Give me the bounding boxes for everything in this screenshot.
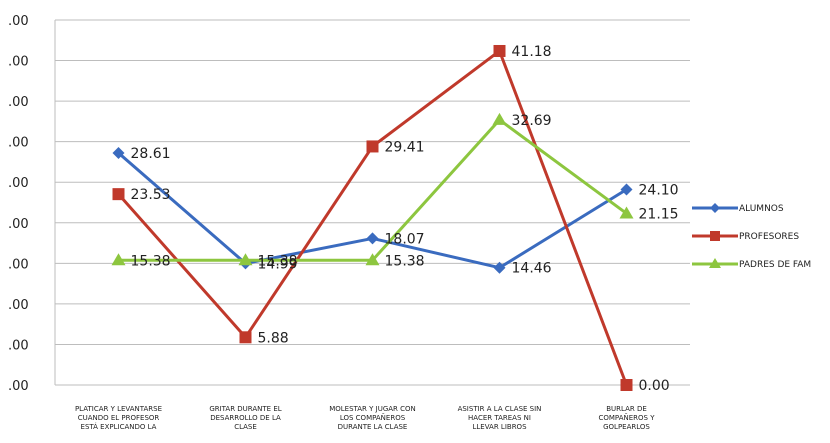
data-point bbox=[619, 206, 634, 219]
y-tick-label: .00 bbox=[8, 176, 29, 191]
x-category-line: MOLESTAR Y JUGAR CON bbox=[329, 405, 416, 413]
data-label: 5.88 bbox=[258, 330, 289, 346]
legend: ALUMNOS PROFESORES PADRES DE FAM bbox=[692, 203, 811, 270]
data-label: 18.07 bbox=[385, 231, 425, 247]
data-labels: 28.61 14.99 18.07 14.46 24.10 23.53 5.88 29.41 4… bbox=[131, 44, 679, 394]
x-category-line: CLASE bbox=[234, 423, 257, 431]
legend-marker bbox=[709, 258, 721, 268]
x-category-line: DESARROLLO DE LA bbox=[210, 414, 281, 422]
y-axis-ticks: .00 .00 .00 .00 .00 .00 .00 .00 .00 .00 bbox=[8, 14, 29, 394]
x-category-line: LOS COMPAÑEROS bbox=[340, 413, 406, 422]
y-tick-label: .00 bbox=[8, 217, 29, 232]
data-point bbox=[620, 183, 633, 196]
data-label: 21.15 bbox=[639, 206, 679, 222]
data-point bbox=[112, 188, 125, 201]
x-category-line: DURANTE LA CLASE bbox=[338, 423, 408, 431]
data-point bbox=[493, 44, 506, 57]
x-axis-categories: PLATICAR Y LEVANTARSE CUANDO EL PROFESOR E… bbox=[75, 405, 655, 431]
data-label: 41.18 bbox=[512, 44, 552, 60]
data-point bbox=[366, 232, 379, 245]
x-category-line: ESTÁ EXPLICANDO LA bbox=[81, 422, 157, 431]
legend-label: PADRES DE FAM bbox=[739, 260, 811, 270]
x-category-line: PLATICAR Y LEVANTARSE bbox=[75, 405, 162, 413]
series-line-alumnos bbox=[117, 151, 628, 270]
x-category-label: PLATICAR Y LEVANTARSE CUANDO EL PROFESOR E… bbox=[75, 405, 162, 431]
data-label: 28.61 bbox=[131, 146, 171, 162]
x-category-line: HACER TAREAS NI bbox=[468, 414, 531, 422]
data-point bbox=[366, 140, 379, 153]
x-category-label: MOLESTAR Y JUGAR CON LOS COMPAÑEROS DURANT… bbox=[329, 405, 416, 431]
legend-label: ALUMNOS bbox=[739, 204, 784, 214]
x-category-line: LLEVAR LIBROS bbox=[472, 423, 527, 431]
x-category-line: GRITAR DURANTE EL bbox=[209, 405, 281, 413]
data-label: 15.38 bbox=[258, 253, 298, 269]
y-tick-label: .00 bbox=[8, 298, 29, 313]
x-category-label: ASISTIR A LA CLASE SIN HACER TAREAS NI LLE… bbox=[458, 405, 542, 431]
x-category-line: ASISTIR A LA CLASE SIN bbox=[458, 405, 542, 413]
data-point bbox=[111, 253, 126, 266]
y-tick-label: .00 bbox=[8, 95, 29, 110]
y-tick-label: .00 bbox=[8, 338, 29, 353]
x-category-line: GOLPEARLOS bbox=[603, 423, 650, 431]
data-point bbox=[239, 331, 252, 344]
data-label: 29.41 bbox=[385, 139, 425, 155]
y-tick-label: .00 bbox=[8, 55, 29, 70]
y-tick-label: .00 bbox=[8, 257, 29, 272]
series-markers bbox=[111, 44, 634, 391]
legend-marker bbox=[710, 203, 720, 213]
y-tick-label: .00 bbox=[8, 14, 29, 29]
x-category-line: CUANDO EL PROFESOR bbox=[78, 414, 160, 422]
data-point bbox=[493, 261, 506, 274]
data-label: 14.99 bbox=[258, 256, 298, 272]
data-label: 23.53 bbox=[131, 187, 171, 203]
data-label: 32.69 bbox=[512, 113, 552, 129]
data-point bbox=[238, 253, 253, 266]
x-category-line: COMPAÑEROS Y bbox=[599, 413, 656, 422]
y-tick-label: .00 bbox=[8, 136, 29, 151]
x-category-label: BURLAR DE COMPAÑEROS Y GOLPEARLOS bbox=[599, 405, 656, 431]
legend-label: PROFESORES bbox=[739, 232, 799, 242]
data-point bbox=[620, 379, 633, 391]
data-label: 15.38 bbox=[131, 253, 171, 269]
x-category-line: BURLAR DE bbox=[606, 405, 647, 413]
data-point bbox=[365, 253, 380, 266]
data-label: 24.10 bbox=[639, 183, 679, 199]
data-label: 15.38 bbox=[385, 253, 425, 269]
gridlines bbox=[54, 19, 690, 386]
legend-marker bbox=[710, 231, 720, 241]
x-category-label: GRITAR DURANTE EL DESARROLLO DE LA CLASE bbox=[209, 405, 281, 431]
data-point bbox=[112, 146, 125, 159]
data-label: 14.46 bbox=[512, 261, 552, 277]
data-label: 0.00 bbox=[639, 378, 670, 394]
data-point bbox=[492, 112, 507, 125]
y-tick-label: .00 bbox=[8, 379, 29, 394]
